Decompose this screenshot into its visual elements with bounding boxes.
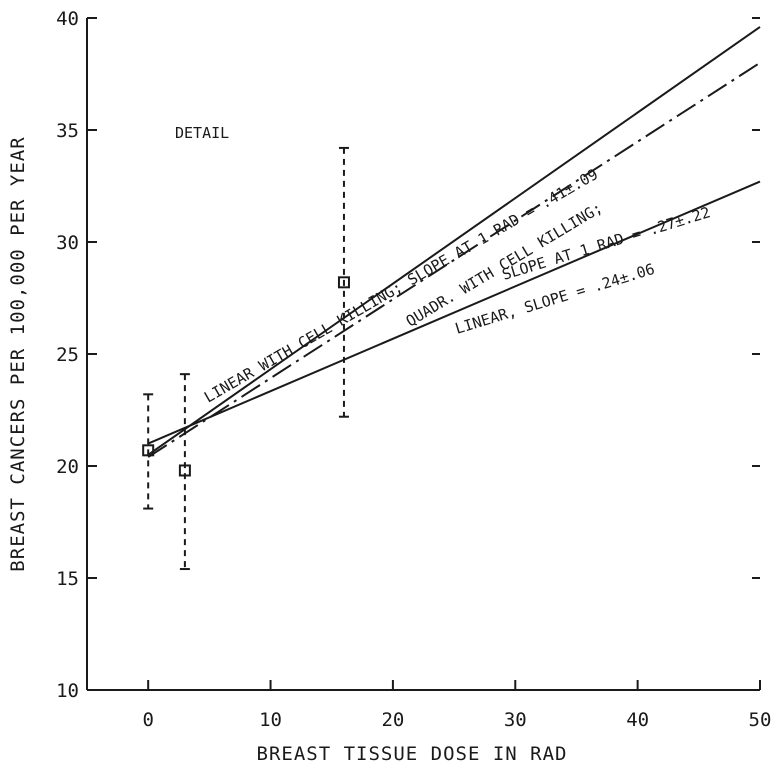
- x-tick-label: 20: [381, 709, 404, 731]
- x-tick-label: 10: [259, 709, 282, 731]
- x-tick-label: 40: [626, 709, 649, 731]
- annotation-detail: DETAIL: [175, 124, 229, 142]
- y-tick-label: 35: [56, 120, 79, 142]
- fit-line-3: [147, 180, 761, 445]
- x-tick-label: 50: [749, 709, 772, 731]
- fit-line-1: [147, 26, 761, 456]
- y-axis-title: BREAST CANCERS PER 100,000 PER YEAR: [7, 136, 29, 571]
- y-tick-label: 10: [56, 680, 79, 702]
- axes: [86, 18, 760, 691]
- annotation-linear-cell-killing: LINEAR WITH CELL KILLING; SLOPE AT 1 RAD…: [201, 165, 601, 406]
- data-point-3: [337, 276, 350, 289]
- y-tick-label: 40: [56, 8, 79, 30]
- data-point-2: [178, 464, 191, 477]
- y-tick-label: 30: [56, 232, 79, 254]
- x-tick-label: 30: [504, 709, 527, 731]
- annotations: DETAIL LINEAR WITH CELL KILLING; SLOPE AT…: [175, 124, 712, 406]
- y-ticks: 10 15 20 25 30 35 40: [56, 8, 760, 702]
- data-point-1: [142, 444, 155, 457]
- y-tick-label: 15: [56, 568, 79, 590]
- fit-lines: [147, 26, 761, 458]
- fit-line-2: [147, 61, 761, 458]
- y-tick-label: 20: [56, 456, 79, 478]
- data-points: [142, 146, 350, 571]
- x-tick-label: 0: [142, 709, 153, 731]
- x-ticks: 0 10 20 30 40 50: [142, 680, 771, 731]
- x-axis-title: BREAST TISSUE DOSE IN RAD: [257, 743, 568, 765]
- y-tick-label: 25: [56, 344, 79, 366]
